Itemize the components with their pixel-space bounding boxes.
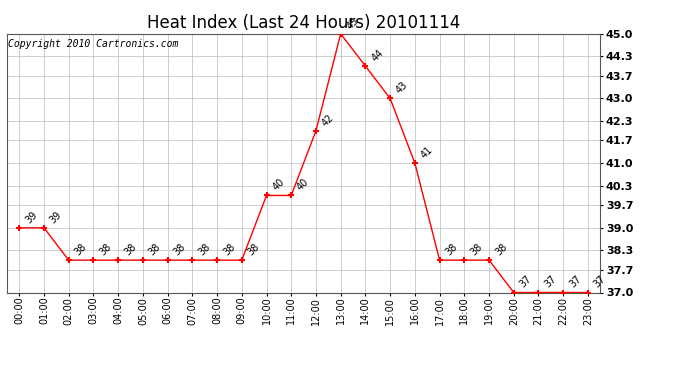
Text: 41: 41 <box>419 145 435 160</box>
Text: 38: 38 <box>469 242 484 257</box>
Text: 42: 42 <box>320 112 336 128</box>
Text: 37: 37 <box>592 274 608 290</box>
Text: 37: 37 <box>567 274 583 290</box>
Text: 37: 37 <box>518 274 534 290</box>
Text: 38: 38 <box>493 242 509 257</box>
Text: 38: 38 <box>122 242 138 257</box>
Text: 39: 39 <box>48 209 64 225</box>
Text: 43: 43 <box>394 80 410 96</box>
Text: 39: 39 <box>23 209 39 225</box>
Text: 38: 38 <box>147 242 163 257</box>
Text: 38: 38 <box>444 242 460 257</box>
Text: 38: 38 <box>172 242 188 257</box>
Text: 40: 40 <box>270 177 286 193</box>
Text: 40: 40 <box>295 177 311 193</box>
Text: 38: 38 <box>197 242 213 257</box>
Text: 38: 38 <box>97 242 113 257</box>
Text: 38: 38 <box>246 242 262 257</box>
Text: 45: 45 <box>345 15 361 31</box>
Text: 37: 37 <box>542 274 558 290</box>
Text: 38: 38 <box>221 242 237 257</box>
Text: 44: 44 <box>370 48 385 63</box>
Text: Copyright 2010 Cartronics.com: Copyright 2010 Cartronics.com <box>8 39 179 49</box>
Title: Heat Index (Last 24 Hours) 20101114: Heat Index (Last 24 Hours) 20101114 <box>147 14 460 32</box>
Text: 38: 38 <box>73 242 88 257</box>
